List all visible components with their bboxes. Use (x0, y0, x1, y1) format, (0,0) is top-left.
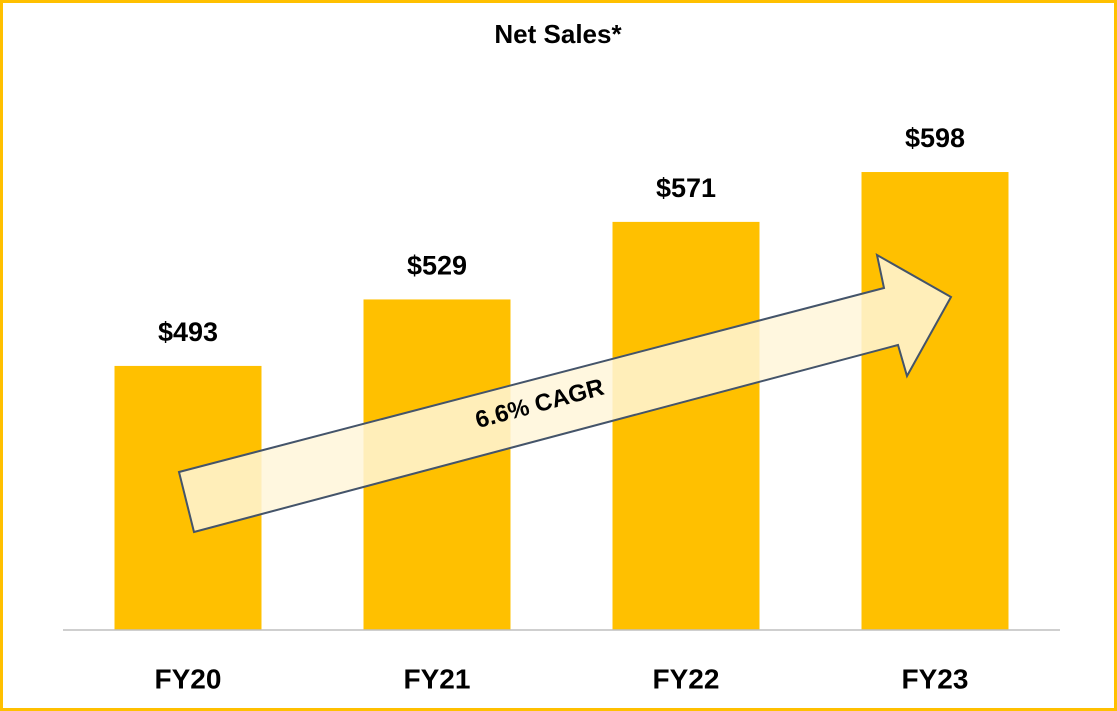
x-tick-label: FY23 (902, 663, 969, 694)
cagr-arrow (177, 253, 953, 534)
x-tick-label: FY20 (155, 663, 222, 694)
x-tick-label: FY21 (404, 663, 471, 694)
value-label: $493 (158, 317, 218, 347)
bar (861, 172, 1009, 630)
bars (114, 172, 1009, 631)
chart-title: Net Sales* (494, 19, 622, 49)
x-tick-label: FY22 (653, 663, 720, 694)
value-label: $571 (656, 173, 716, 203)
value-label: $598 (905, 123, 965, 153)
bar (612, 221, 760, 631)
value-label: $529 (407, 251, 467, 281)
